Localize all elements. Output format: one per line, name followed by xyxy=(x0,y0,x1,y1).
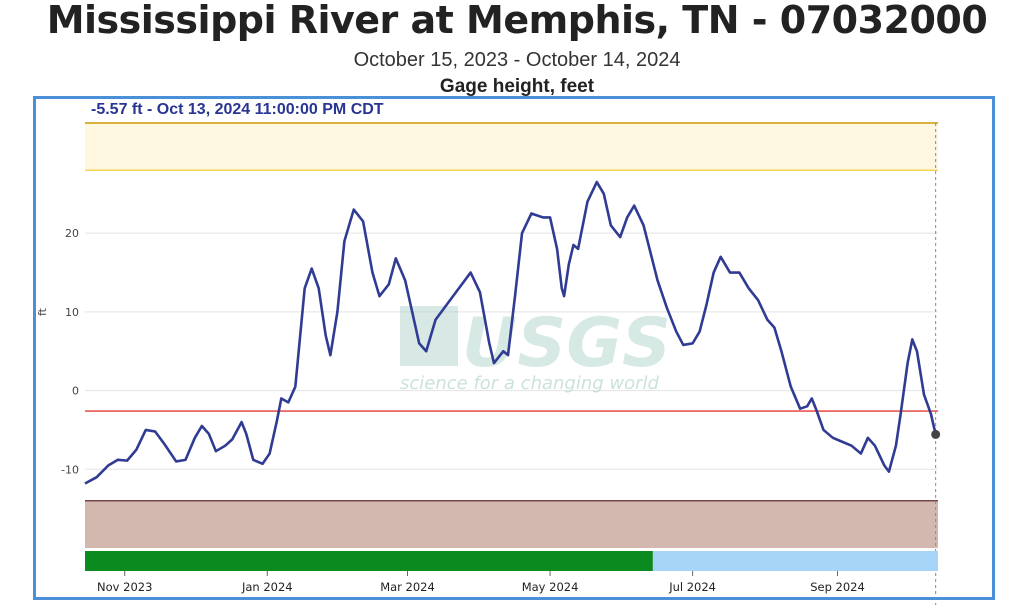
approval-status-bar xyxy=(85,551,938,571)
hover-readout: -5.57 ft - Oct 13, 2024 11:00:00 PM CDT xyxy=(91,101,384,118)
grid-lines xyxy=(85,232,938,470)
usgs-logo-waves-icon xyxy=(400,306,458,366)
series-line xyxy=(84,180,937,485)
chart-title: Gage height, feet xyxy=(439,76,595,97)
x-tick-label: May 2024 xyxy=(522,580,579,594)
hover-marker xyxy=(931,429,941,439)
date-range: October 15, 2023 - October 14, 2024 xyxy=(353,49,681,71)
y-tick-label: 10 xyxy=(65,306,79,319)
band-0 xyxy=(85,123,938,171)
threshold-bands xyxy=(85,122,938,548)
y-tick-label: -10 xyxy=(61,463,79,476)
y-tick-label: 0 xyxy=(72,385,79,398)
x-tick-label: Nov 2023 xyxy=(97,580,152,594)
usgs-logo-text: USGS xyxy=(462,304,671,383)
approval-segment-1 xyxy=(652,551,938,571)
approval-segment-0 xyxy=(85,551,653,571)
chart-frame[interactable] xyxy=(33,96,995,600)
y-axis-ticks: -10 0 10 20 xyxy=(61,227,79,476)
x-axis-ticks: Nov 2023 Jan 2024 Mar 2024 May 2024 Jul 2024… xyxy=(97,571,865,594)
x-tick-label: Jul 2024 xyxy=(668,580,716,594)
x-tick-label: Mar 2024 xyxy=(380,580,435,594)
y-tick-label: 20 xyxy=(65,227,79,240)
x-tick-label: Sep 2024 xyxy=(810,580,865,594)
page-title: Mississippi River at Memphis, TN - 07032… xyxy=(46,0,988,42)
usgs-watermark: USGS science for a changing world xyxy=(400,304,671,394)
y-axis-label: ft xyxy=(36,307,49,316)
band-1 xyxy=(85,500,938,548)
usgs-tagline: science for a changing world xyxy=(400,373,660,394)
x-tick-label: Jan 2024 xyxy=(241,580,293,594)
